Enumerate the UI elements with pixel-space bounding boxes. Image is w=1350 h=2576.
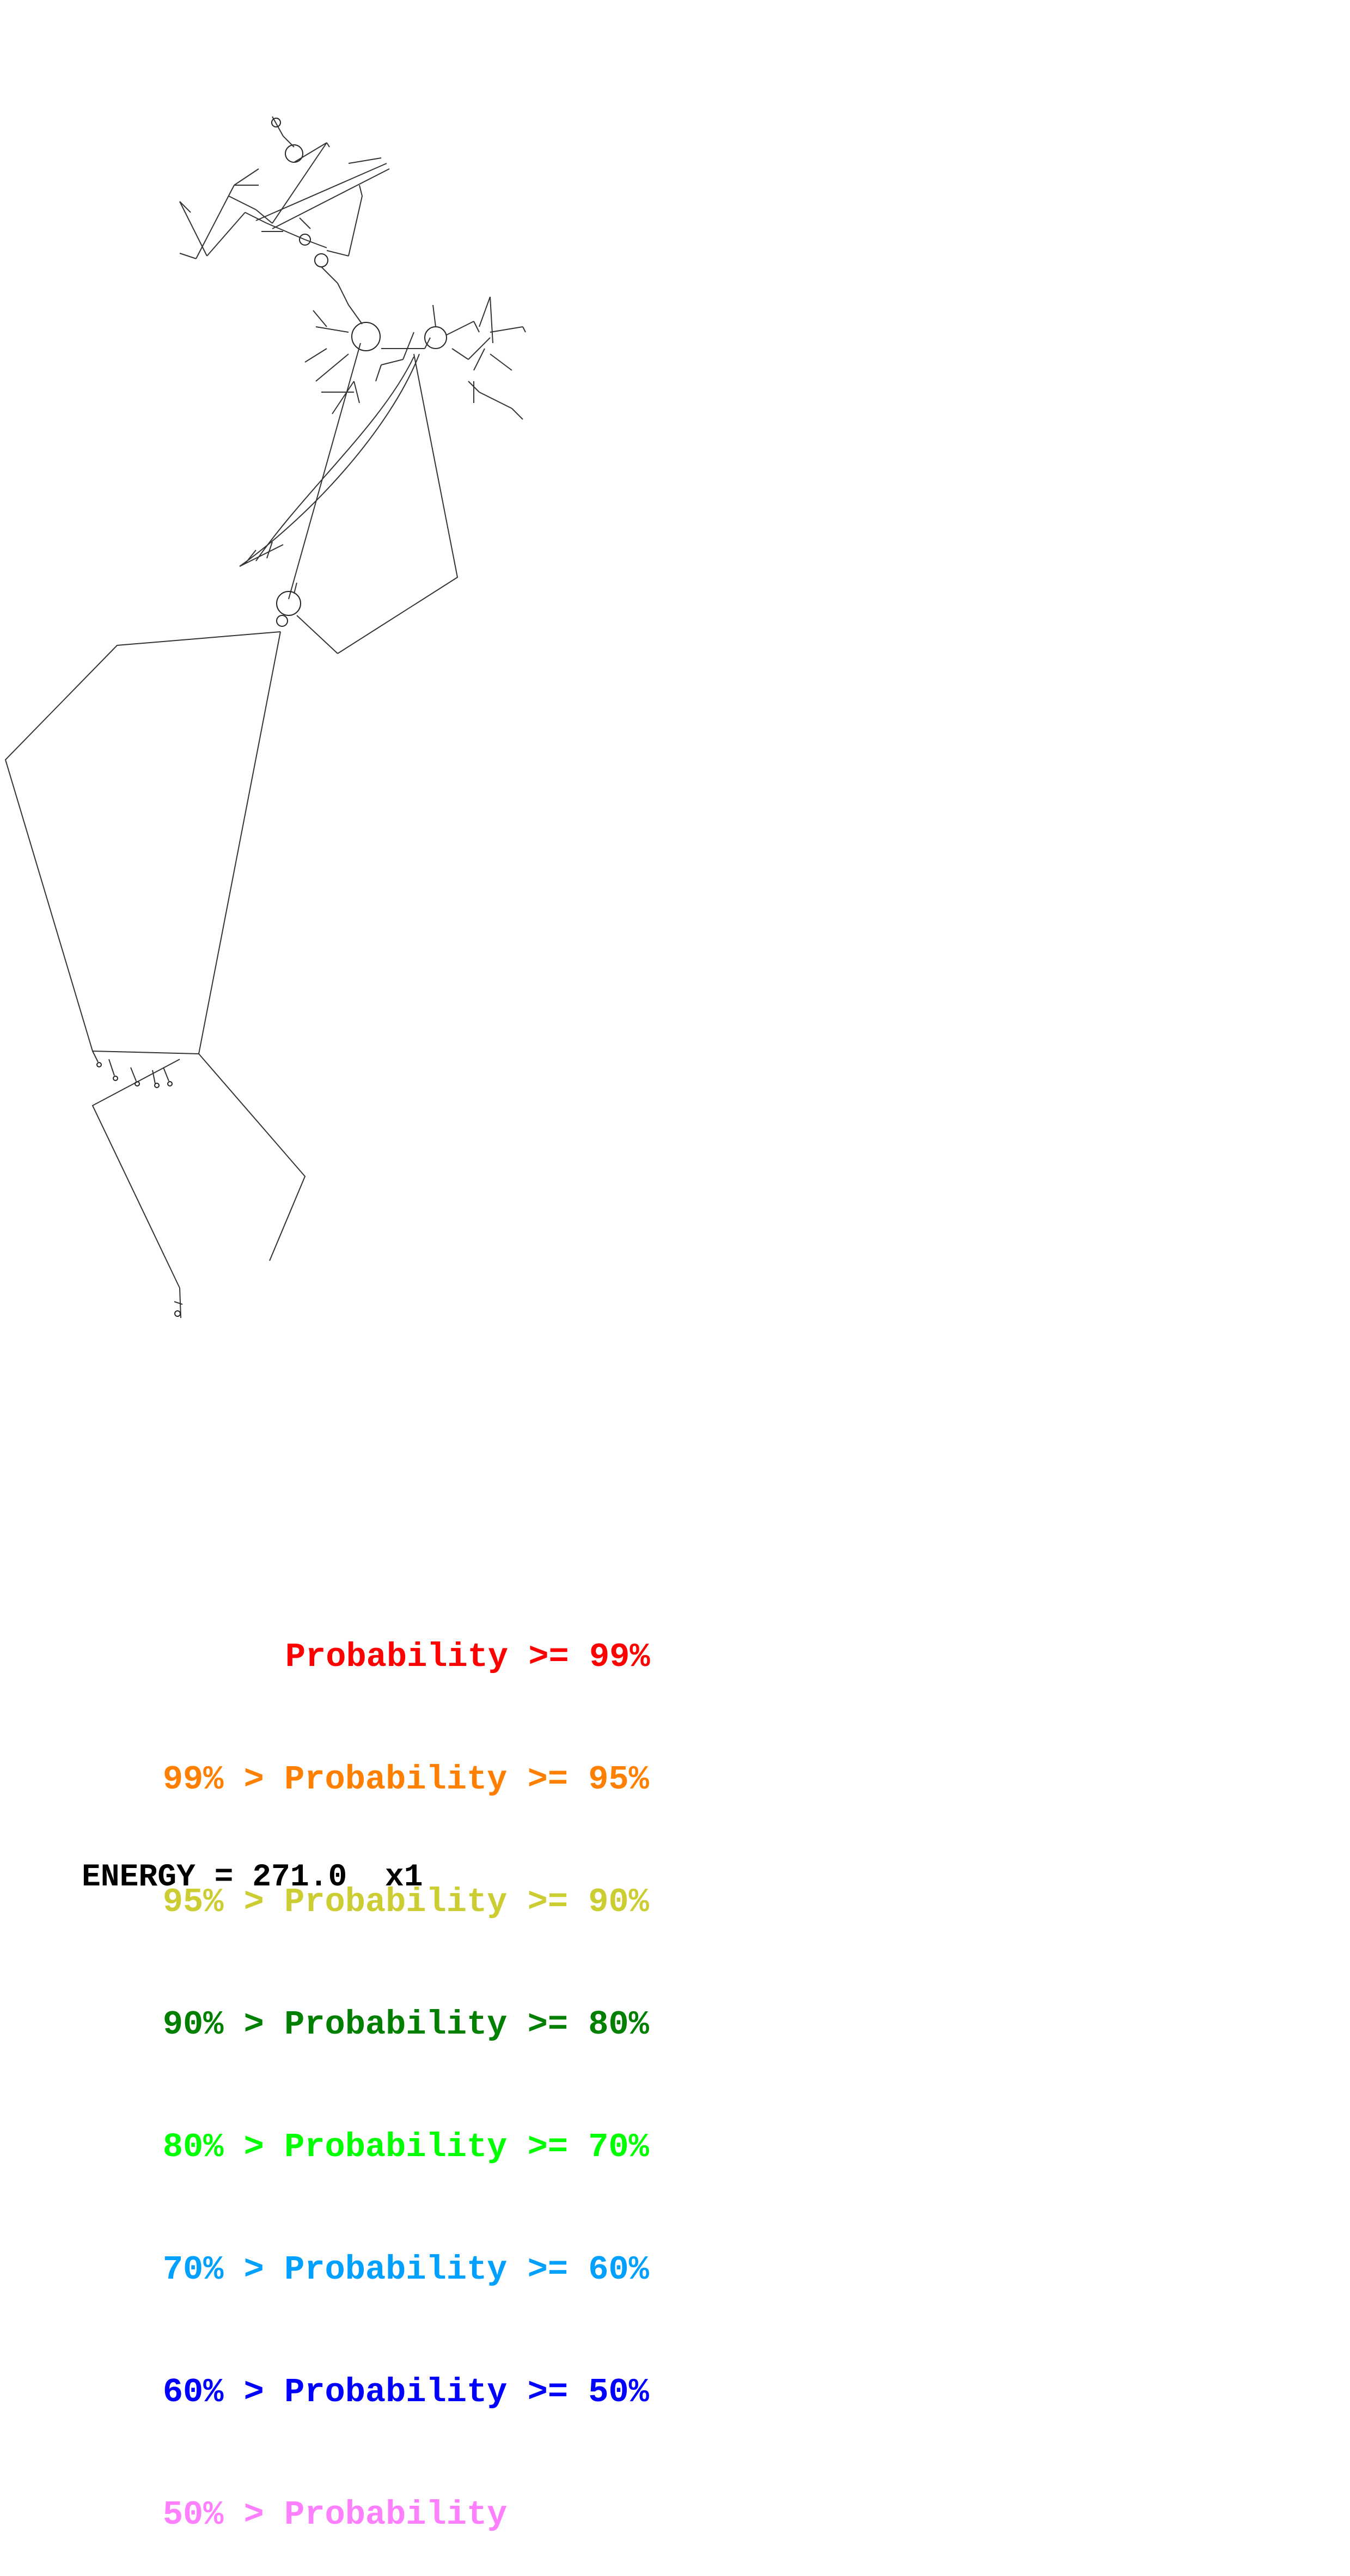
legend-row-80: 90% > Probability >= 80%: [82, 1963, 650, 2044]
legend-row-50: 60% > Probability >= 50%: [82, 2331, 650, 2412]
legend-sep: >: [243, 2005, 264, 2044]
upper-cluster: [179, 116, 526, 600]
legend-upper: >= 80%: [527, 2005, 649, 2044]
legend-row-70: 80% > Probability >= 70%: [82, 2086, 650, 2166]
legend-label: Probability: [284, 2495, 508, 2534]
legend-lower: 90%: [162, 2005, 224, 2044]
legend-sep: >: [243, 2373, 264, 2412]
legend-lower: 70%: [162, 2250, 224, 2289]
multiloop: [276, 615, 288, 627]
multiloop: [271, 118, 281, 127]
legend-row-below-50: 50% > Probability: [82, 2453, 650, 2534]
legend-sep: >: [243, 2250, 264, 2289]
legend-upper: >= 95%: [527, 1760, 649, 1799]
multiloop: [299, 234, 311, 246]
probability-legend: Probability >= 99% 99% > Probability >= …: [82, 1514, 650, 2535]
legend-upper: >= 60%: [527, 2250, 649, 2289]
legend-lower: 50%: [162, 2495, 224, 2534]
energy-label: ENERGY = 271.0: [82, 1860, 347, 1895]
legend-lower: 60%: [162, 2373, 224, 2412]
legend-sep: >: [243, 1760, 264, 1799]
multiloop: [314, 253, 328, 267]
legend-sep: >: [243, 2128, 264, 2166]
legend-lower: 99%: [162, 1760, 224, 1799]
legend-upper: >= 70%: [527, 2128, 649, 2166]
multiloop: [351, 322, 381, 351]
legend-upper: >= 99%: [528, 1638, 650, 1676]
legend-lower: 80%: [162, 2128, 224, 2166]
legend-row-60: 70% > Probability >= 60%: [82, 2208, 650, 2289]
legend-label: Probability: [285, 1638, 509, 1676]
energy-multiplier: x1: [384, 1860, 423, 1895]
multiloop: [276, 591, 301, 616]
legend-row-95: 99% > Probability >= 95%: [82, 1718, 650, 1799]
mid-cluster: [239, 541, 338, 654]
lower-cluster: [92, 1051, 183, 1318]
legend-upper: >= 50%: [527, 2373, 649, 2412]
legend-label: Probability: [284, 2128, 508, 2166]
multiloop: [285, 144, 303, 163]
long-linkers: [4, 353, 459, 1289]
energy-readout: ENERGY = 271.0 x1: [82, 1857, 423, 1898]
multiloop: [424, 326, 447, 349]
legend-label: Probability: [284, 2373, 508, 2412]
rna-secondary-structure: [4, 116, 526, 1318]
legend-label: Probability: [284, 1760, 508, 1799]
legend-upper: >= 90%: [527, 1883, 649, 1921]
legend-sep: >: [243, 2495, 264, 2534]
legend-label: Probability: [284, 2005, 508, 2044]
legend-row-99: Probability >= 99%: [82, 1596, 650, 1676]
legend-label: Probability: [284, 2250, 508, 2289]
